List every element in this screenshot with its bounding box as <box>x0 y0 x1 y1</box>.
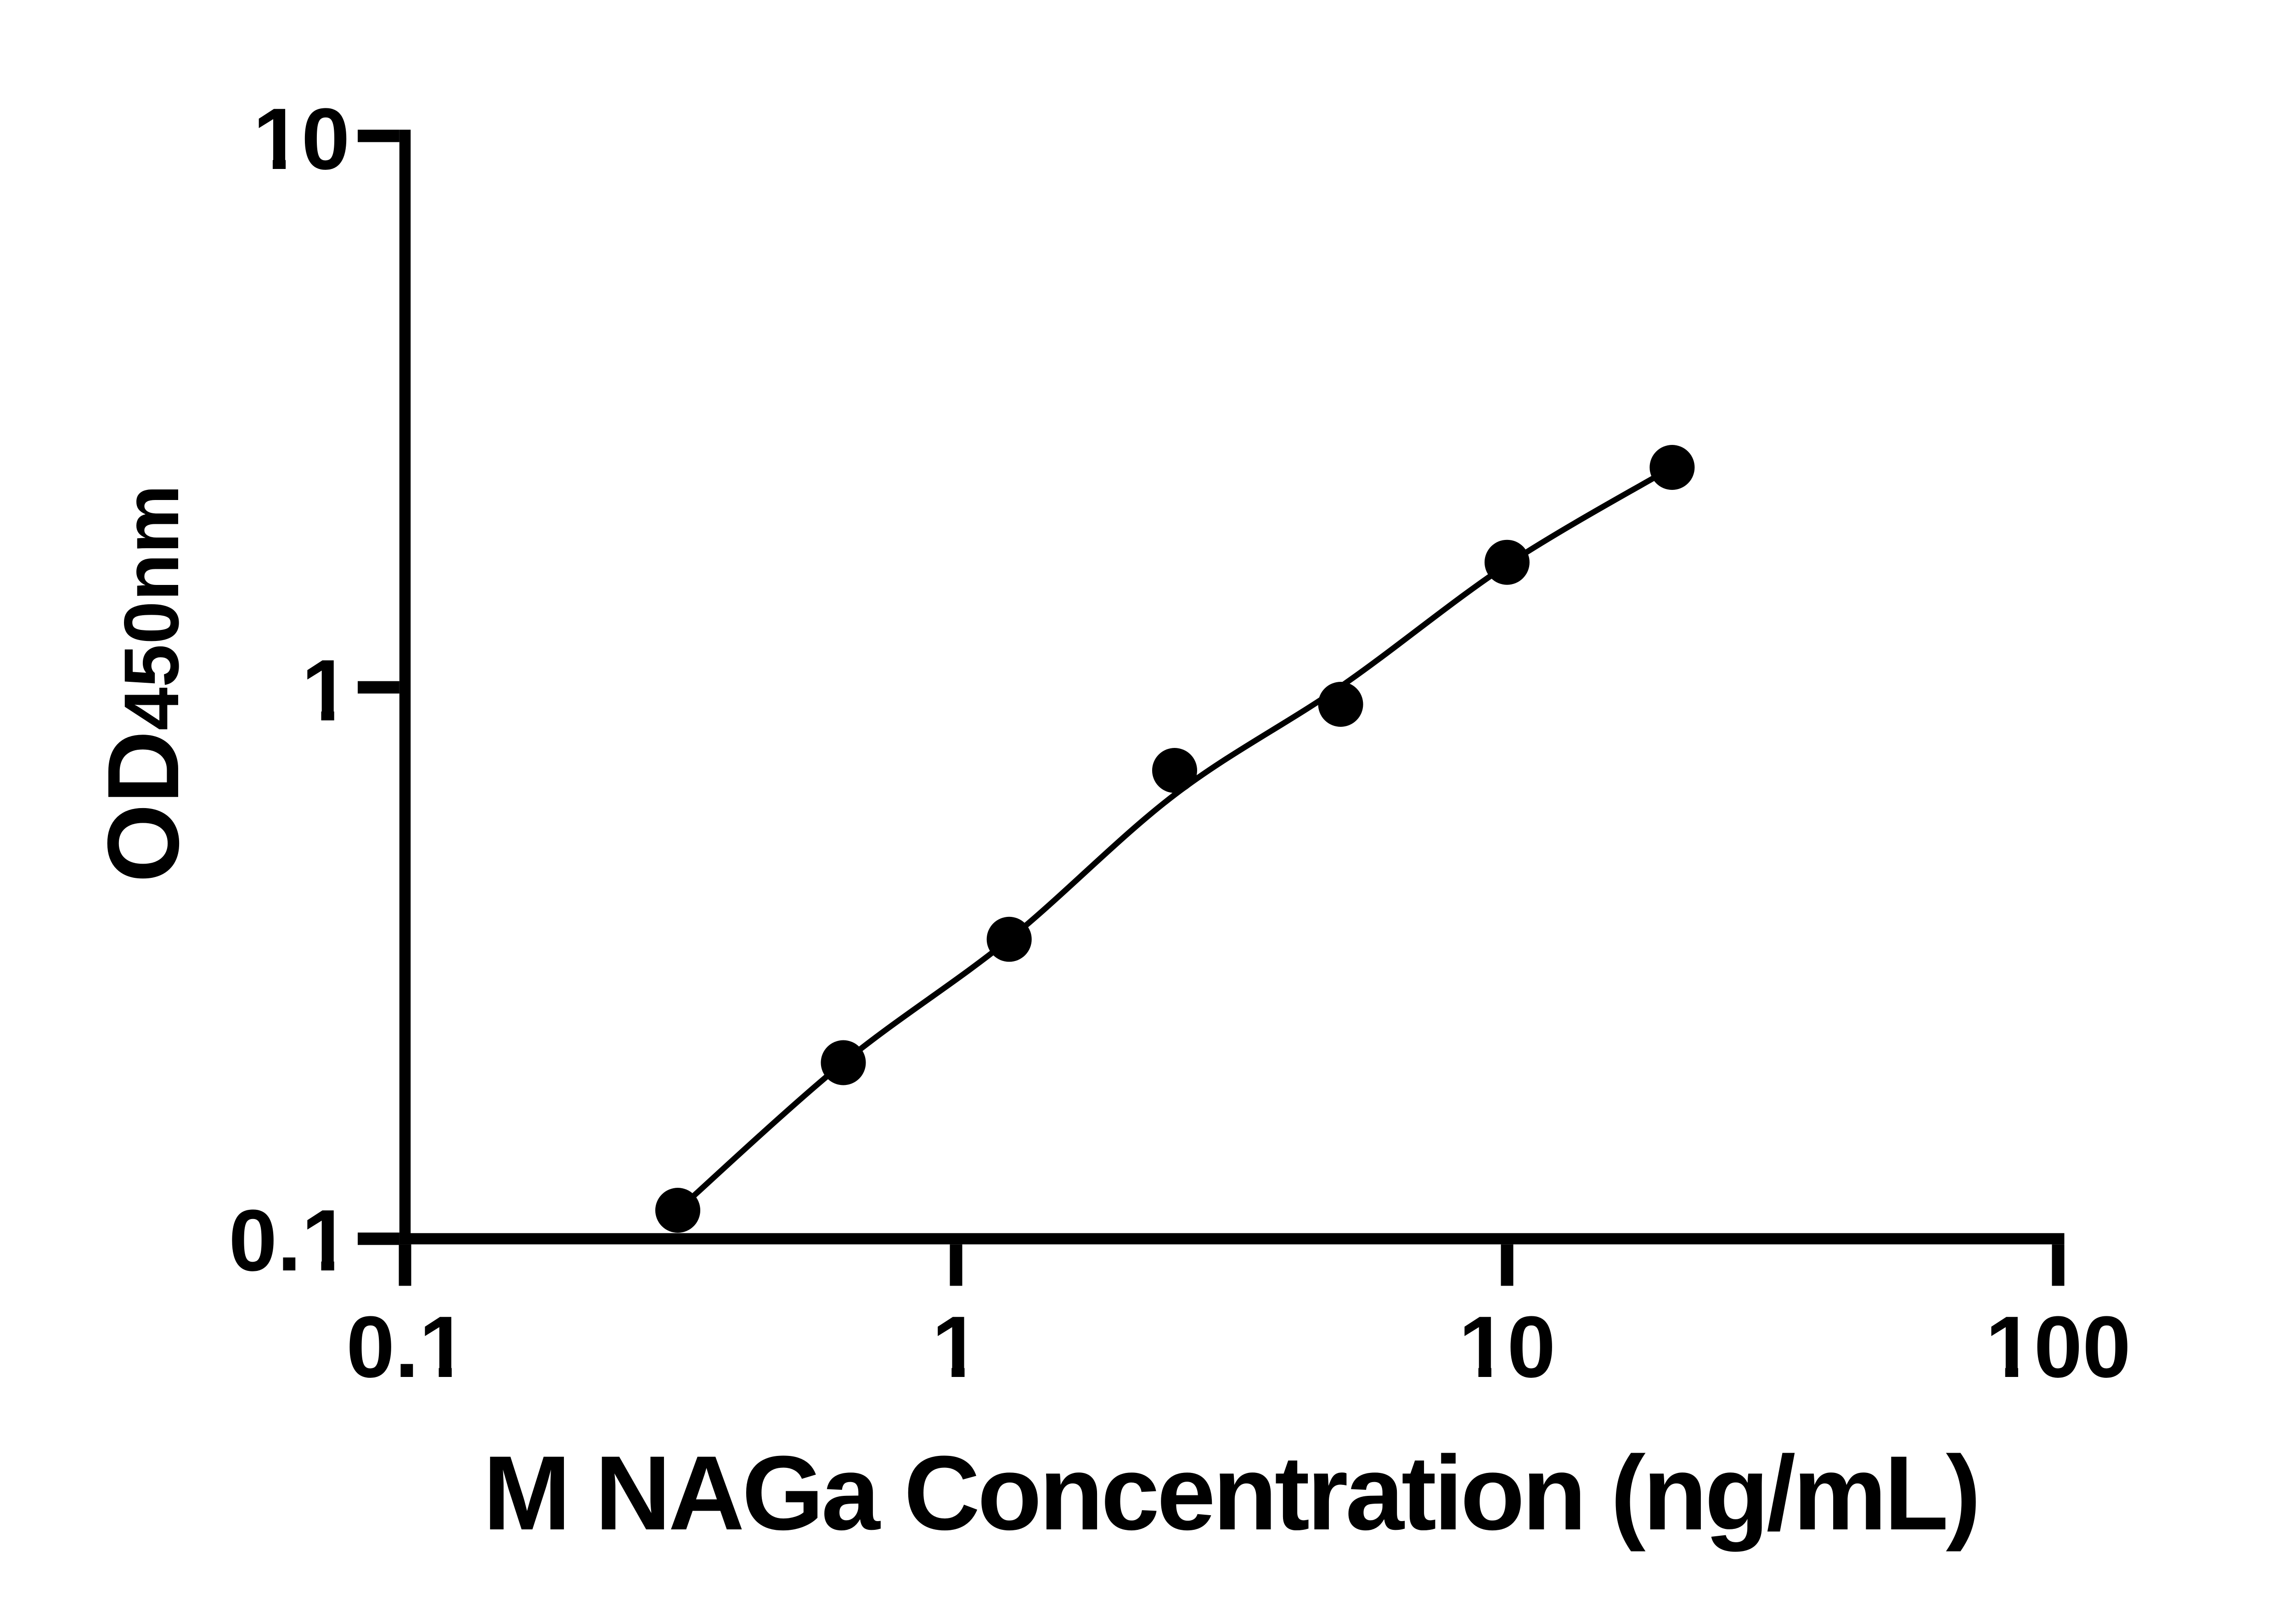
svg-text:OD450nm: OD450nm <box>86 485 200 883</box>
svg-text:0.1: 0.1 <box>229 1192 350 1289</box>
svg-text:0.1: 0.1 <box>346 1298 467 1396</box>
svg-text:100: 100 <box>1985 1298 2131 1396</box>
svg-text:1: 1 <box>932 1298 980 1396</box>
svg-text:10: 10 <box>1458 1298 1555 1396</box>
svg-text:M NAGa Concentration (ng/mL): M NAGa Concentration (ng/mL) <box>483 1434 1978 1552</box>
svg-text:10: 10 <box>253 90 350 188</box>
svg-text:1: 1 <box>301 642 350 739</box>
